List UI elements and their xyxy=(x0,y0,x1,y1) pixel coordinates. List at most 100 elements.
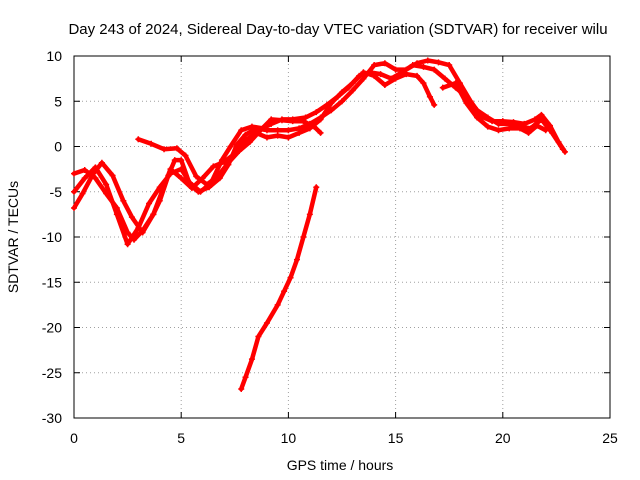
data-point xyxy=(71,170,77,177)
y-axis-label: SDTVAR / TECUs xyxy=(5,181,21,293)
data-point xyxy=(178,157,185,164)
data-point xyxy=(506,125,513,132)
data-point xyxy=(238,127,245,134)
data-point xyxy=(71,205,77,212)
data-point xyxy=(150,211,157,218)
data-point xyxy=(238,386,245,393)
data-point xyxy=(274,301,281,308)
data-point xyxy=(227,143,234,150)
data-point xyxy=(349,80,356,87)
data-point xyxy=(463,100,470,107)
data-point xyxy=(90,170,97,177)
data-point xyxy=(371,72,378,79)
data-point xyxy=(171,157,178,164)
data-point xyxy=(103,181,110,188)
data-point xyxy=(300,118,307,125)
data-series xyxy=(71,57,568,393)
data-point xyxy=(474,107,481,114)
data-point xyxy=(495,120,502,127)
data-point xyxy=(542,127,549,134)
x-tick-label: 10 xyxy=(281,430,297,446)
chart-title: Day 243 of 2024, Sidereal Day-to-day VTE… xyxy=(68,21,607,38)
data-point xyxy=(317,116,324,123)
data-point xyxy=(139,229,146,236)
data-point xyxy=(559,146,566,153)
series-line-track-a xyxy=(71,58,568,242)
data-point xyxy=(446,62,453,69)
data-point xyxy=(525,129,532,136)
data-point xyxy=(79,190,86,197)
data-point xyxy=(120,197,127,204)
series-line-track-b xyxy=(71,62,566,247)
data-point xyxy=(339,89,345,96)
data-point xyxy=(328,107,335,114)
data-point xyxy=(161,146,168,153)
data-point xyxy=(371,62,378,69)
data-point xyxy=(109,172,116,179)
data-point xyxy=(255,333,262,340)
data-point xyxy=(274,132,281,139)
axis-ticks: 0 5 10 15 20 25 -30 -25 -20 -15 -10 -5 0 5 10 xyxy=(42,48,618,446)
data-point xyxy=(403,71,410,78)
data-point xyxy=(92,175,99,182)
data-point xyxy=(253,129,260,136)
data-point xyxy=(182,152,189,159)
y-tick-label: -10 xyxy=(42,229,62,245)
data-point xyxy=(549,129,556,136)
data-point xyxy=(274,127,281,134)
data-point xyxy=(193,173,200,180)
y-tick-label: -25 xyxy=(42,365,62,381)
data-point xyxy=(242,374,249,381)
data-point xyxy=(360,69,367,76)
data-point xyxy=(484,114,491,121)
data-point xyxy=(135,136,142,143)
data-point xyxy=(210,163,217,170)
data-point xyxy=(146,200,153,207)
data-point xyxy=(124,241,131,248)
data-point xyxy=(257,127,264,134)
data-point xyxy=(306,211,313,218)
y-tick-label: -20 xyxy=(42,320,62,336)
data-point xyxy=(197,188,204,195)
data-point xyxy=(158,188,165,195)
data-point xyxy=(424,57,431,64)
x-tick-label: 5 xyxy=(177,430,185,446)
y-tick-label: -5 xyxy=(50,184,63,200)
data-point xyxy=(188,185,195,192)
data-point xyxy=(248,123,255,130)
data-point xyxy=(128,214,135,221)
data-point xyxy=(214,173,221,180)
data-point xyxy=(414,72,421,79)
data-point xyxy=(516,125,523,132)
data-point xyxy=(392,66,399,73)
series-line-track-f xyxy=(238,184,319,392)
data-point xyxy=(221,158,228,165)
data-point xyxy=(313,184,320,191)
data-point xyxy=(474,114,481,121)
data-point xyxy=(167,166,174,173)
x-tick-label: 15 xyxy=(388,430,404,446)
data-point xyxy=(281,288,288,295)
data-point xyxy=(199,175,206,182)
data-point xyxy=(313,109,320,116)
y-tick-label: 5 xyxy=(54,93,62,109)
x-axis-label: GPS time / hours xyxy=(287,457,394,473)
data-point xyxy=(296,129,303,136)
data-point xyxy=(381,81,388,88)
data-point xyxy=(484,123,491,130)
data-point xyxy=(431,101,438,108)
data-point xyxy=(287,274,294,281)
data-point xyxy=(285,134,292,141)
data-point xyxy=(426,93,433,100)
data-point xyxy=(439,84,446,91)
data-point xyxy=(381,60,388,67)
data-point xyxy=(306,125,313,132)
data-point xyxy=(317,129,324,136)
data-point xyxy=(263,134,270,141)
data-point xyxy=(328,100,335,107)
x-tick-label: 20 xyxy=(495,430,511,446)
y-tick-label: -15 xyxy=(42,274,62,290)
data-point xyxy=(302,114,309,121)
data-point xyxy=(81,175,88,182)
